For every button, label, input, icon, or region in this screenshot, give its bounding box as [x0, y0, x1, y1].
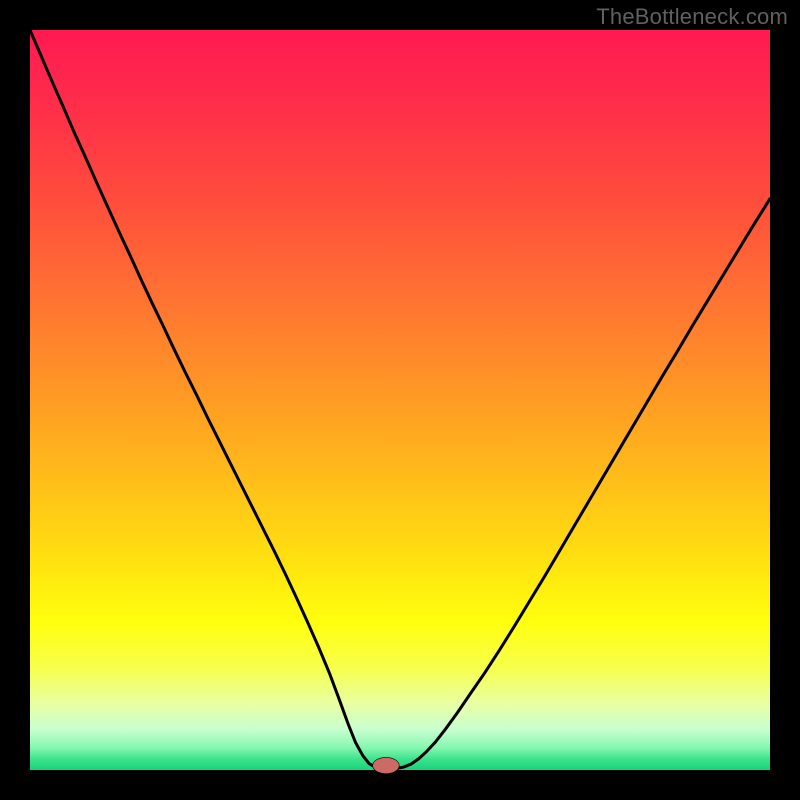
- minimum-marker: [373, 757, 400, 773]
- plot-background: [30, 30, 770, 770]
- bottleneck-chart: [0, 0, 800, 800]
- chart-stage: TheBottleneck.com: [0, 0, 800, 800]
